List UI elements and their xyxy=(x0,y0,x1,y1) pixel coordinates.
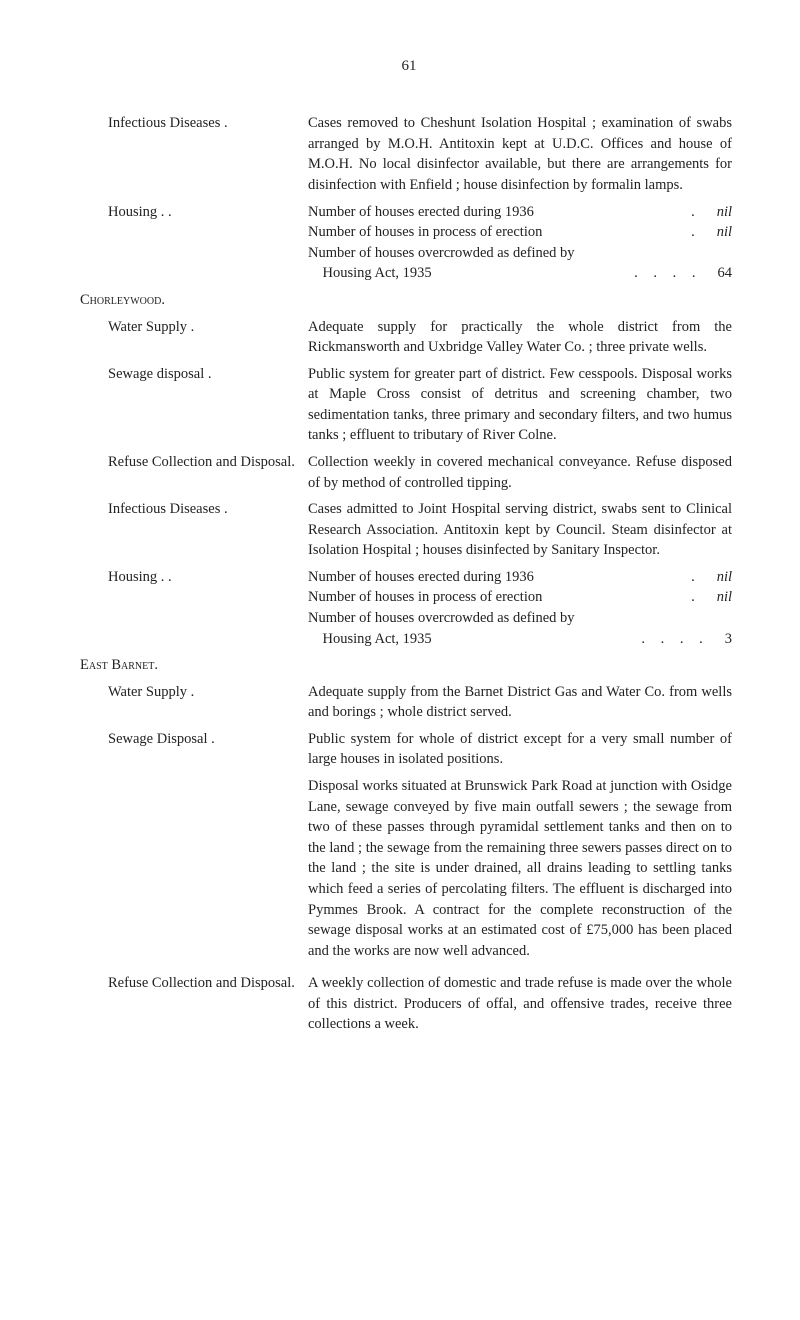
stat-line: Number of houses erected during 1936.nil xyxy=(308,202,732,223)
document-page: 61 Infectious Diseases .Cases removed to… xyxy=(0,0,800,1097)
entry-label: Sewage disposal . xyxy=(80,364,308,385)
section-heading: East Barnet. xyxy=(80,655,738,676)
entry-text: A weekly collection of domestic and trad… xyxy=(308,973,732,1035)
stat-label: Housing Act, 1935 xyxy=(308,263,626,284)
entry-row: Infectious Diseases .Cases admitted to J… xyxy=(80,499,738,561)
stat-value: 3 xyxy=(717,629,732,650)
stat-value: nil xyxy=(709,587,732,608)
entry-row: Water Supply .Adequate supply for practi… xyxy=(80,317,738,358)
stat-value xyxy=(724,243,732,264)
entry-text: Cases removed to Cheshunt Isolation Hosp… xyxy=(308,113,732,195)
entry-row: Refuse Collection and Disposal.Collectio… xyxy=(80,452,738,493)
stat-value: nil xyxy=(709,202,732,223)
entry-label: Housing . . xyxy=(80,567,308,588)
stat-label: Number of houses in process of erection xyxy=(308,587,683,608)
entry-content: Adequate supply for practically the whol… xyxy=(308,317,738,358)
leader-dots: . . . . xyxy=(626,263,709,284)
entry-text: Adequate supply for practically the whol… xyxy=(308,317,732,358)
entry-content: Number of houses erected during 1936.nil… xyxy=(308,202,738,284)
entry-content: Cases removed to Cheshunt Isolation Hosp… xyxy=(308,113,738,195)
stat-label: Number of houses in process of erection xyxy=(308,222,683,243)
entry-row: Water Supply .Adequate supply from the B… xyxy=(80,682,738,723)
entry-row: Infectious Diseases .Cases removed to Ch… xyxy=(80,113,738,195)
entry-content: Adequate supply from the Barnet District… xyxy=(308,682,738,723)
entry-label: Infectious Diseases . xyxy=(80,113,308,134)
stat-line: Housing Act, 1935. . . .64 xyxy=(308,263,732,284)
entry-label: Sewage Disposal . xyxy=(80,729,308,750)
stat-line: Number of houses erected during 1936.nil xyxy=(308,567,732,588)
stat-line: Number of houses overcrowded as defined … xyxy=(308,608,732,629)
leader-dots: . xyxy=(683,222,709,243)
stat-label: Number of houses overcrowded as defined … xyxy=(308,608,724,629)
leader-dots: . xyxy=(683,567,709,588)
stat-value xyxy=(724,608,732,629)
entry-row: Housing . .Number of houses erected duri… xyxy=(80,202,738,284)
entry-label: Infectious Diseases . xyxy=(80,499,308,520)
entry-row: Refuse Collection and Disposal.A weekly … xyxy=(80,973,738,1035)
stat-label: Housing Act, 1935 xyxy=(308,629,633,650)
entry-text: Adequate supply from the Barnet District… xyxy=(308,682,732,723)
stat-label: Number of houses erected during 1936 xyxy=(308,202,683,223)
leader-dots: . . . . xyxy=(633,629,716,650)
stat-line: Number of houses in process of erection.… xyxy=(308,587,732,608)
entries-container: Infectious Diseases .Cases removed to Ch… xyxy=(80,113,738,1035)
entry-text: Cases admitted to Joint Hospital serving… xyxy=(308,499,732,561)
entry-paragraph: Disposal works situated at Brunswick Par… xyxy=(308,776,732,961)
entry-label: Water Supply . xyxy=(80,682,308,703)
entry-content: Public system for whole of district exce… xyxy=(308,729,738,967)
section-heading: Chorleywood. xyxy=(80,290,738,311)
stat-line: Number of houses overcrowded as defined … xyxy=(308,243,732,264)
entry-row: Housing . .Number of houses erected duri… xyxy=(80,567,738,649)
leader-dots: . xyxy=(683,587,709,608)
stat-value: nil xyxy=(709,567,732,588)
stat-line: Number of houses in process of erection.… xyxy=(308,222,732,243)
entry-text: Public system for greater part of distri… xyxy=(308,364,732,446)
entry-content: A weekly collection of domestic and trad… xyxy=(308,973,738,1035)
stat-label: Number of houses overcrowded as defined … xyxy=(308,243,724,264)
entry-label: Refuse Collection and Disposal. xyxy=(80,452,308,473)
entry-content: Number of houses erected during 1936.nil… xyxy=(308,567,738,649)
stat-label: Number of houses erected during 1936 xyxy=(308,567,683,588)
leader-dots: . xyxy=(683,202,709,223)
entry-label: Refuse Collection and Disposal. xyxy=(80,973,308,994)
entry-content: Public system for greater part of distri… xyxy=(308,364,738,446)
entry-row: Sewage disposal .Public system for great… xyxy=(80,364,738,446)
entry-paragraph: Public system for whole of district exce… xyxy=(308,729,732,770)
stat-value: 64 xyxy=(710,263,733,284)
stat-line: Housing Act, 1935. . . .3 xyxy=(308,629,732,650)
entry-row: Sewage Disposal .Public system for whole… xyxy=(80,729,738,967)
entry-label: Water Supply . xyxy=(80,317,308,338)
entry-label: Housing . . xyxy=(80,202,308,223)
stat-value: nil xyxy=(709,222,732,243)
entry-text: Collection weekly in covered mechanical … xyxy=(308,452,732,493)
entry-content: Collection weekly in covered mechanical … xyxy=(308,452,738,493)
page-number: 61 xyxy=(80,56,738,77)
entry-content: Cases admitted to Joint Hospital serving… xyxy=(308,499,738,561)
